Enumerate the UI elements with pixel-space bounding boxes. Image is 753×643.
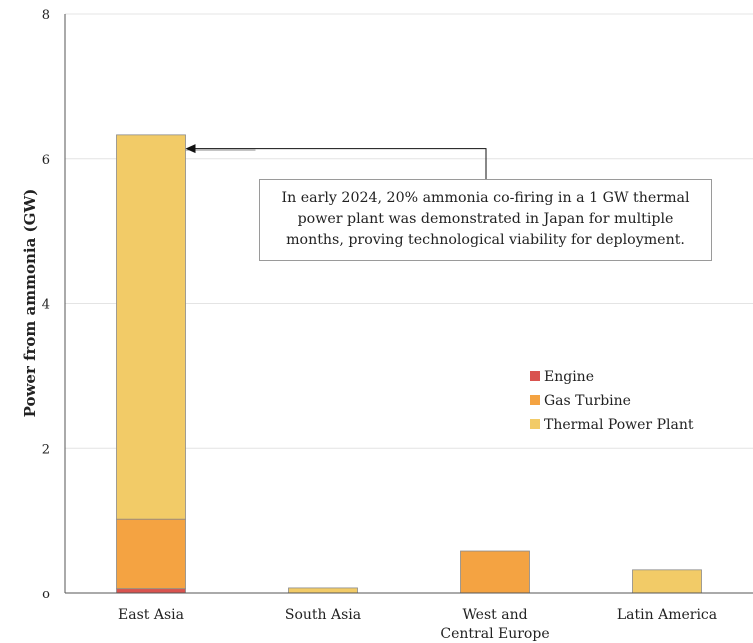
bar-segment-thermal-power-plant <box>116 134 186 520</box>
x-category-label: East Asia <box>118 607 184 623</box>
y-tick-labels: o 2 4 6 8 <box>42 8 50 602</box>
y-tick-label: 2 <box>42 442 50 457</box>
arrow-line <box>194 148 487 179</box>
annotation-box: In early 2024, 20% ammonia co-firing in … <box>259 179 712 261</box>
y-axis-label: Power from ammonia (GW) <box>21 189 39 418</box>
legend-label: Engine <box>544 369 594 385</box>
legend-swatch <box>530 419 540 429</box>
bar-segment-thermal-power-plant <box>632 569 702 594</box>
legend-swatch <box>530 371 540 381</box>
y-tick-label: 8 <box>42 8 50 23</box>
x-category-label: Latin America <box>617 607 717 623</box>
bars <box>116 134 702 594</box>
legend-label: Thermal Power Plant <box>544 417 694 433</box>
legend-swatch <box>530 395 540 405</box>
x-category-label: South Asia <box>285 607 361 623</box>
y-tick-label: 4 <box>42 298 50 313</box>
axes <box>64 14 753 594</box>
annotation-arrow <box>185 144 487 179</box>
bar-segment-engine <box>116 588 186 594</box>
bar-segment-gas-turbine <box>116 518 186 590</box>
bar-segment-thermal-power-plant <box>288 587 358 594</box>
legend-label: Gas Turbine <box>544 393 631 409</box>
bar-segment-gas-turbine <box>460 550 530 594</box>
y-tick-label: 6 <box>42 153 50 168</box>
x-category-label: West and Central Europe <box>440 607 549 642</box>
y-tick-label: o <box>42 587 50 602</box>
legend: Engine Gas Turbine Thermal Power Plant <box>530 369 694 433</box>
x-category-labels: East Asia South Asia West and Central Europ… <box>118 607 717 642</box>
arrow-head <box>185 144 196 154</box>
